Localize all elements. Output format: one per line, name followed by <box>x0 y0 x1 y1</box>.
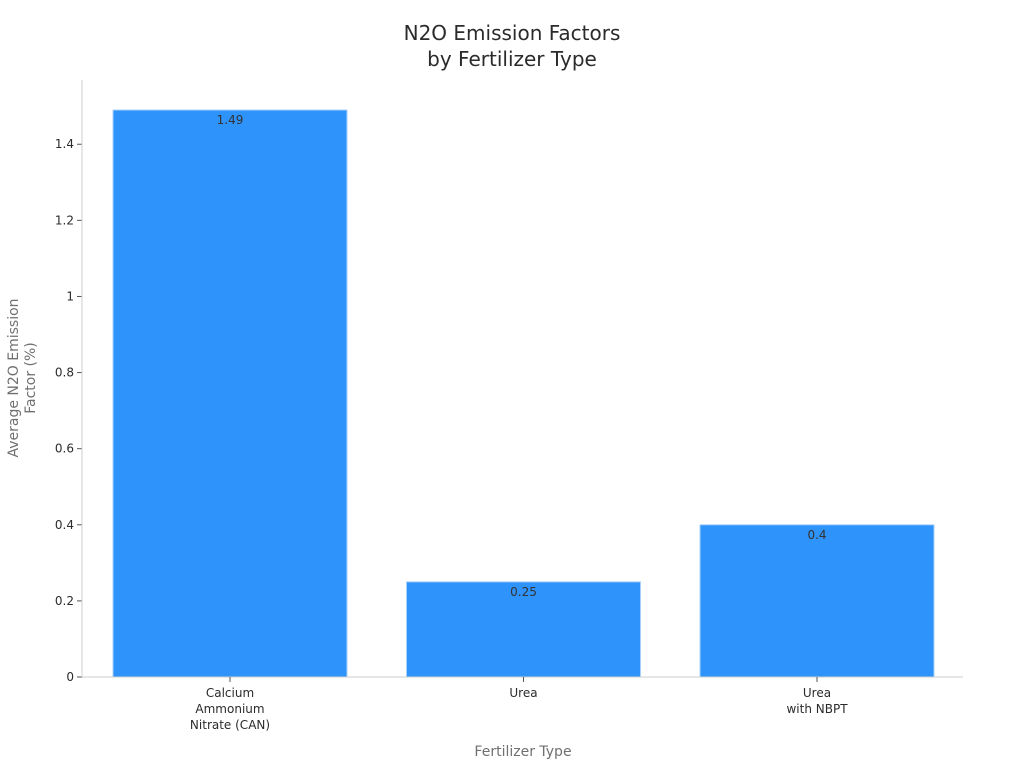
x-tick-label: Urea with NBPT <box>786 686 848 716</box>
x-axis-title: Fertilizer Type <box>474 744 571 760</box>
x-tick-label-line: Urea <box>509 686 537 700</box>
y-tick-label: 0.6 <box>55 442 74 456</box>
y-axis-ticks: 0 0.2 0.4 0.6 0.8 1 1.2 1.4 <box>55 137 82 684</box>
x-tick-label: Urea <box>509 686 537 700</box>
x-tick-label-line: Ammonium <box>195 702 264 716</box>
chart-title-line-2: by Fertilizer Type <box>427 47 597 71</box>
y-axis-title-line-1: Average N2O Emission <box>6 298 22 457</box>
y-tick-label: 0.8 <box>55 366 74 380</box>
y-tick-label: 0.4 <box>55 518 74 532</box>
y-tick-label: 1.2 <box>55 213 74 227</box>
y-axis-title-line-2: Factor (%) <box>23 342 39 414</box>
x-tick-label: Calcium Ammonium Nitrate (CAN) <box>190 686 270 732</box>
chart-title-line-1: N2O Emission Factors <box>404 21 621 45</box>
y-tick-label: 0 <box>66 670 74 684</box>
y-tick-label: 1.4 <box>55 137 74 151</box>
chart-title: N2O Emission Factors by Fertilizer Type <box>404 21 621 71</box>
x-tick-label-line: Urea <box>803 686 831 700</box>
x-tick-label-line: with NBPT <box>786 702 848 716</box>
bars-group <box>112 109 935 678</box>
bar-value-label: 1.49 <box>217 113 244 127</box>
bar <box>406 581 641 678</box>
bar-value-label: 0.25 <box>510 585 537 599</box>
x-axis-ticks: Calcium Ammonium Nitrate (CAN) Urea Urea with… <box>190 677 848 732</box>
bar-value-label: 0.4 <box>807 528 826 542</box>
x-tick-label-line: Calcium <box>206 686 254 700</box>
bar-data-labels: 1.49 0.25 0.4 <box>217 113 827 599</box>
bar <box>112 109 348 678</box>
y-tick-label: 1 <box>66 289 74 303</box>
x-tick-label-line: Nitrate (CAN) <box>190 718 270 732</box>
y-axis-title: Average N2O Emission Factor (%) <box>6 298 39 457</box>
plot-area: 0 0.2 0.4 0.6 0.8 1 1.2 1.4 1.49 0.25 0.4 Calcium… <box>55 80 963 732</box>
bar <box>699 524 935 678</box>
y-tick-label: 0.2 <box>55 594 74 608</box>
